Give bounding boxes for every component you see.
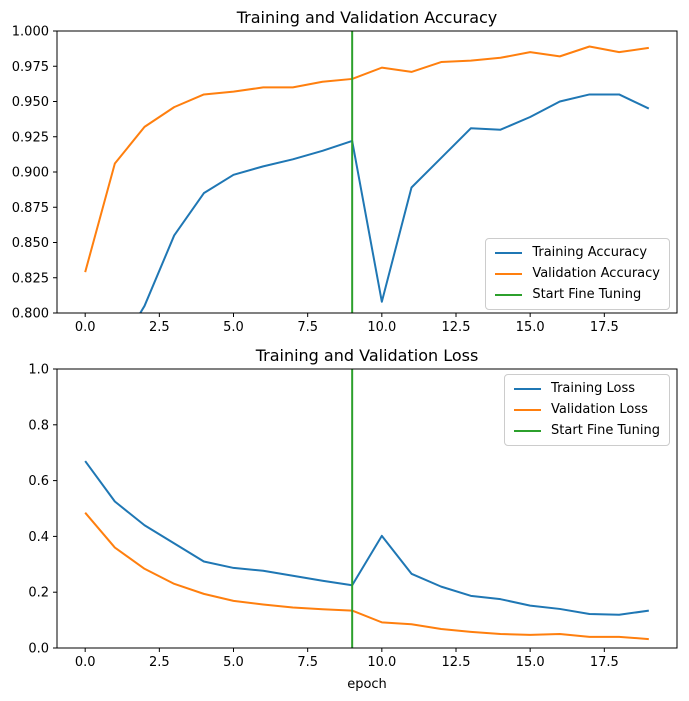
- legend-label: Validation Loss: [551, 402, 648, 417]
- x-tick-label: 10.0: [367, 320, 396, 335]
- series-group: [84, 45, 650, 313]
- loss-legend: Training Loss Validation Loss Start Fine T…: [504, 374, 670, 446]
- x-tick-label: 15.0: [516, 320, 545, 335]
- x-tick-label: 5.0: [223, 320, 244, 335]
- legend-label: Validation Accuracy: [532, 266, 660, 281]
- x-tick-label: 0.0: [75, 320, 96, 335]
- training-loss-legend-line-sample: [514, 387, 542, 391]
- x-tick-label: 17.5: [590, 655, 619, 670]
- x-tick-label: 12.5: [442, 655, 471, 670]
- y-tick-label: 0.2: [28, 586, 49, 601]
- legend-label: Start Fine Tuning: [532, 287, 642, 302]
- x-axis-label: epoch: [347, 677, 387, 692]
- y-tick-label: 0.850: [12, 236, 49, 251]
- y-tick-label: 0.975: [12, 60, 49, 75]
- x-tick-label: 0.0: [75, 655, 96, 670]
- validation-loss-legend-line-sample: [514, 408, 542, 412]
- validation-accuracy-legend-line-sample: [495, 272, 523, 276]
- x-tick-label: 15.0: [516, 655, 545, 670]
- validation-accuracy-line: [84, 45, 649, 273]
- y-tick-label: 0.6: [28, 474, 49, 489]
- y-tick-label: 1.000: [12, 25, 49, 40]
- training-loss-line: [84, 460, 649, 616]
- legend-label: Training Accuracy: [532, 245, 648, 260]
- y-tick-label: 0.900: [12, 166, 49, 181]
- x-tick-label: 2.5: [149, 320, 170, 335]
- legend-label: Start Fine Tuning: [551, 423, 660, 438]
- start-fine-tuning-legend-line-sample: [514, 429, 542, 433]
- accuracy-legend: Training Accuracy Validation Accuracy Star…: [485, 238, 670, 310]
- legend-item: Start Fine Tuning: [495, 287, 660, 303]
- legend-label: Training Loss: [551, 381, 635, 396]
- series-group: [84, 460, 649, 641]
- y-tick-label: 0.875: [12, 201, 49, 216]
- x-tick-label: 7.5: [297, 655, 318, 670]
- y-tick-label: 0.4: [28, 530, 49, 545]
- x-tick-label: 2.5: [149, 655, 170, 670]
- y-tick-label: 0.8: [28, 418, 49, 433]
- legend-item: Training Loss: [514, 381, 660, 397]
- y-tick-label: 0.0: [28, 642, 49, 657]
- validation-loss-line: [84, 512, 649, 641]
- y-tick-label: 0.950: [12, 95, 49, 110]
- axes-spines: [56, 368, 678, 649]
- x-tick-label: 17.5: [590, 320, 619, 335]
- legend-item: Start Fine Tuning: [514, 423, 660, 439]
- training-and-validation-loss-axes: 0.0 2.5 5.0 7.5 10.0 12.5 15.0 17.5 0.0 0.2 0.4 0.6…: [28, 346, 678, 692]
- training-accuracy-legend-line-sample: [495, 251, 523, 255]
- x-tick-label: 5.0: [223, 655, 244, 670]
- y-tick-label: 1.0: [28, 363, 49, 378]
- chart-title: Training and Validation Loss: [255, 346, 479, 365]
- legend-item: Validation Accuracy: [495, 266, 660, 282]
- y-tick-label: 0.925: [12, 130, 49, 145]
- legend-item: Training Accuracy: [495, 245, 660, 261]
- x-tick-label: 10.0: [367, 655, 396, 670]
- start-fine-tuning-legend-line-sample: [495, 293, 523, 297]
- y-tick-label: 0.800: [12, 307, 49, 322]
- x-tick-label: 12.5: [442, 320, 471, 335]
- legend-item: Validation Loss: [514, 402, 660, 418]
- training-and-validation-accuracy-axes: 0.0 2.5 5.0 7.5 10.0 12.5 15.0 17.5 0.800 0.825 0.…: [12, 8, 678, 335]
- chart-title: Training and Validation Accuracy: [236, 8, 498, 27]
- x-tick-label: 7.5: [297, 320, 318, 335]
- training-accuracy-line: [139, 93, 650, 313]
- y-tick-label: 0.825: [12, 271, 49, 286]
